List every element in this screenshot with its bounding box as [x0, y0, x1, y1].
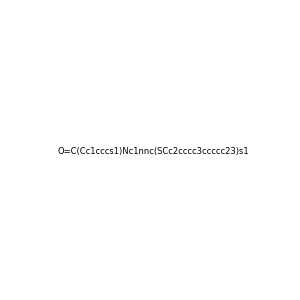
Text: O=C(Cc1cccs1)Nc1nnc(SCc2cccc3ccccc23)s1: O=C(Cc1cccs1)Nc1nnc(SCc2cccc3ccccc23)s1	[58, 147, 250, 156]
